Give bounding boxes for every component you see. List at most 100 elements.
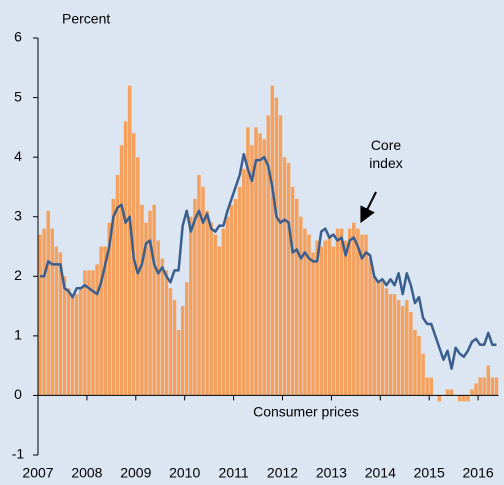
bar xyxy=(42,228,46,396)
bar xyxy=(360,234,364,396)
bar xyxy=(474,383,478,396)
bar xyxy=(462,395,466,402)
bar xyxy=(62,276,67,396)
bar xyxy=(103,246,107,396)
bar xyxy=(70,294,75,396)
bar xyxy=(458,395,462,402)
bar xyxy=(388,294,393,396)
bar xyxy=(405,300,409,396)
bar xyxy=(246,127,250,396)
bar xyxy=(356,228,360,396)
bar xyxy=(87,270,91,396)
y-tick-label: 3 xyxy=(14,207,22,223)
bar xyxy=(54,246,59,396)
bar xyxy=(286,163,291,396)
x-tick-label: 2009 xyxy=(120,465,151,481)
bar xyxy=(384,288,389,396)
y-tick-label: 0 xyxy=(14,386,22,402)
bar xyxy=(83,270,87,396)
bar xyxy=(482,377,486,396)
bar xyxy=(274,97,279,396)
bar xyxy=(66,288,71,396)
bar xyxy=(197,175,201,396)
bar xyxy=(107,222,112,396)
bar xyxy=(127,85,132,396)
bar xyxy=(119,145,124,396)
bar xyxy=(209,222,213,396)
bar xyxy=(486,365,491,396)
bar xyxy=(323,240,328,396)
x-tick-label: 2013 xyxy=(316,465,347,481)
bar xyxy=(282,157,287,396)
bar xyxy=(99,246,103,396)
bar xyxy=(233,198,238,396)
bar-annotation: Consumer prices xyxy=(253,404,359,420)
bar xyxy=(193,198,197,396)
bar xyxy=(160,258,165,396)
x-tick-label: 2011 xyxy=(219,465,249,481)
y-tick-label: -1 xyxy=(12,446,25,462)
bar xyxy=(213,234,217,396)
bar xyxy=(339,228,344,396)
bar xyxy=(343,240,348,396)
bar xyxy=(335,228,340,396)
x-tick-label: 2012 xyxy=(267,465,298,481)
bar xyxy=(156,240,160,396)
bar xyxy=(368,258,372,396)
annotation-arrow xyxy=(360,191,377,224)
bar xyxy=(168,288,173,396)
bar xyxy=(494,377,499,396)
bar xyxy=(115,175,120,396)
bar xyxy=(478,377,482,396)
bar xyxy=(348,228,352,396)
bar xyxy=(470,389,474,396)
bar xyxy=(79,288,83,396)
x-tick-label: 2008 xyxy=(71,465,102,481)
bar xyxy=(270,85,275,396)
bar xyxy=(189,216,193,396)
bar xyxy=(319,246,323,396)
bar xyxy=(307,234,311,396)
bar xyxy=(490,377,495,396)
bar xyxy=(221,228,226,396)
line xyxy=(40,152,497,370)
bar xyxy=(140,204,144,396)
bar xyxy=(144,222,148,396)
bar xyxy=(148,210,152,396)
bar xyxy=(278,115,283,396)
bar xyxy=(38,234,42,396)
bar xyxy=(152,204,156,396)
x-tick-label: 2016 xyxy=(463,465,494,481)
y-axis-label: Percent xyxy=(62,11,110,27)
y-tick-label: 2 xyxy=(14,267,22,283)
bar xyxy=(201,186,205,396)
bar xyxy=(380,282,385,396)
bar xyxy=(176,329,181,396)
bar xyxy=(250,145,254,396)
bar xyxy=(225,216,230,396)
y-tick-label: 6 xyxy=(14,29,22,45)
bar xyxy=(409,312,413,396)
bar xyxy=(132,133,136,396)
bar xyxy=(437,395,442,402)
x-tick-label: 2014 xyxy=(365,465,396,481)
bar xyxy=(262,139,266,396)
bar xyxy=(290,186,295,396)
x-tick-label: 2007 xyxy=(22,465,53,481)
bar xyxy=(327,234,332,396)
bar xyxy=(254,127,258,396)
bar xyxy=(164,270,169,396)
bar xyxy=(136,157,140,396)
bar xyxy=(217,246,222,396)
bar xyxy=(74,294,79,396)
bar xyxy=(364,234,368,396)
bar xyxy=(417,335,421,396)
bar xyxy=(311,252,315,396)
bar xyxy=(376,282,380,396)
bar xyxy=(466,395,470,402)
bar xyxy=(392,294,397,396)
bar xyxy=(315,240,319,396)
bar xyxy=(91,270,95,396)
bar xyxy=(237,186,242,396)
